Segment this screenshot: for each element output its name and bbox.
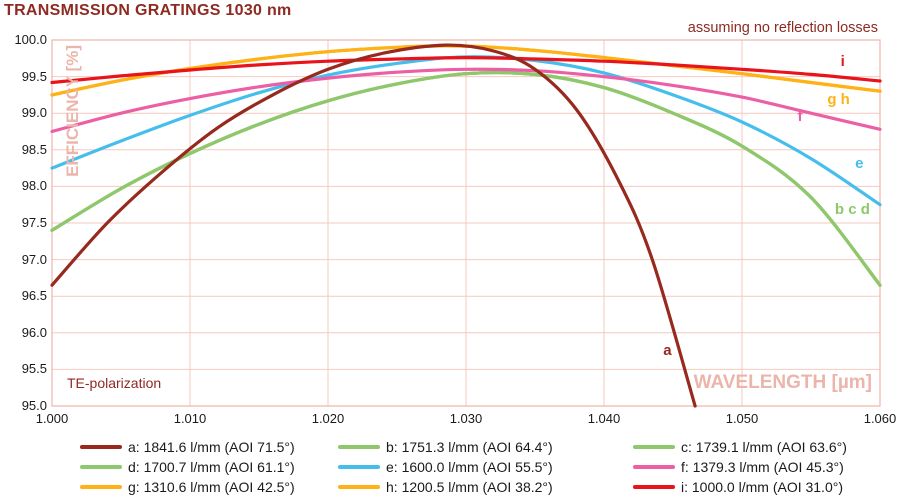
y-tick-label: 99.5: [21, 68, 47, 84]
y-tick-label: 96.5: [21, 288, 47, 304]
legend-item-e: e: 1600.0 l/mm (AOI 55.5°): [338, 459, 633, 475]
curve-letter-i: i: [840, 52, 845, 70]
curve-a: [50, 43, 697, 408]
x-tick-label: 1.040: [587, 411, 621, 426]
x-axis-title: WAVELENGTH [µm]: [693, 372, 872, 393]
legend-swatch-h: [338, 485, 380, 489]
legend-swatch-e: [338, 465, 380, 469]
x-tick-label: 1.020: [311, 411, 345, 426]
legend-label-e: e: 1600.0 l/mm (AOI 55.5°): [386, 459, 553, 475]
legend-label-a: a: 1841.6 l/mm (AOI 71.5°): [128, 439, 295, 455]
legend-item-h: h: 1200.5 l/mm (AOI 38.2°): [338, 479, 633, 495]
legend-swatch-i: [633, 485, 675, 489]
curve-letter-gh: g h: [827, 91, 850, 109]
legend-item-b: b: 1751.3 l/mm (AOI 64.4°): [338, 439, 633, 455]
y-tick-label: 99.0: [21, 105, 47, 121]
x-tick-label: 1.050: [725, 411, 759, 426]
curve-f: [50, 67, 882, 134]
x-tick-label: 1.000: [35, 411, 69, 426]
legend-item-f: f: 1379.3 l/mm (AOI 45.3°): [633, 459, 920, 475]
curve-letter-f: f: [797, 107, 803, 125]
y-tick-label: 98.0: [21, 178, 47, 194]
curve-d: [50, 70, 882, 287]
legend-label-h: h: 1200.5 l/mm (AOI 38.2°): [386, 479, 553, 495]
legend-item-c: c: 1739.1 l/mm (AOI 63.6°): [633, 439, 920, 455]
y-tick-label: 95.0: [21, 398, 47, 413]
y-axis-title: EFFICIENCY [%]: [63, 45, 82, 177]
x-tick-label: 1.030: [449, 411, 483, 426]
legend-label-g: g: 1310.6 l/mm (AOI 42.5°): [128, 479, 295, 495]
y-tick-label: 97.0: [21, 251, 47, 267]
legend-item-d: d: 1700.7 l/mm (AOI 61.1°): [80, 459, 338, 475]
legend-label-d: d: 1700.7 l/mm (AOI 61.1°): [128, 459, 295, 475]
legend-label-f: f: 1379.3 l/mm (AOI 45.3°): [681, 459, 844, 475]
legend-swatch-b: [338, 445, 380, 449]
legend-label-b: b: 1751.3 l/mm (AOI 64.4°): [386, 439, 553, 455]
y-tick-label: 98.5: [21, 141, 47, 157]
legend-label-c: c: 1739.1 l/mm (AOI 63.6°): [681, 439, 847, 455]
y-tick-label: 95.5: [21, 361, 47, 377]
legend-swatch-g: [80, 485, 122, 489]
legend-swatch-a: [80, 445, 122, 449]
curve-letter-a: a: [663, 342, 672, 360]
annotation-te-polarization: TE-polarization: [67, 375, 162, 391]
x-tick-label: 1.060: [863, 411, 897, 426]
curve-i: [50, 56, 882, 85]
plot-border: [51, 39, 881, 407]
legend: a: 1841.6 l/mm (AOI 71.5°) b: 1751.3 l/mm…: [80, 437, 920, 497]
legend-item-g: g: 1310.6 l/mm (AOI 42.5°): [80, 479, 338, 495]
legend-item-i: i: 1000.0 l/mm (AOI 31.0°): [633, 479, 920, 495]
legend-item-a: a: 1841.6 l/mm (AOI 71.5°): [80, 439, 338, 455]
legend-swatch-c: [633, 445, 675, 449]
y-tick-label: 97.5: [21, 215, 47, 230]
annotation-no-reflection-losses: assuming no reflection losses: [687, 20, 878, 36]
curve-letter-e: e: [855, 155, 864, 173]
x-tick-label: 1.010: [173, 411, 207, 426]
y-tick-label: 100.0: [14, 32, 47, 47]
legend-swatch-d: [80, 465, 122, 469]
chart-title: TRANSMISSION GRATINGS 1030 nm: [4, 2, 292, 19]
legend-swatch-f: [633, 465, 675, 469]
legend-label-i: i: 1000.0 l/mm (AOI 31.0°): [681, 479, 843, 495]
curve-letter-bcd: b c d: [834, 200, 870, 218]
y-tick-label: 96.0: [21, 324, 47, 340]
plot-area: [50, 39, 882, 408]
